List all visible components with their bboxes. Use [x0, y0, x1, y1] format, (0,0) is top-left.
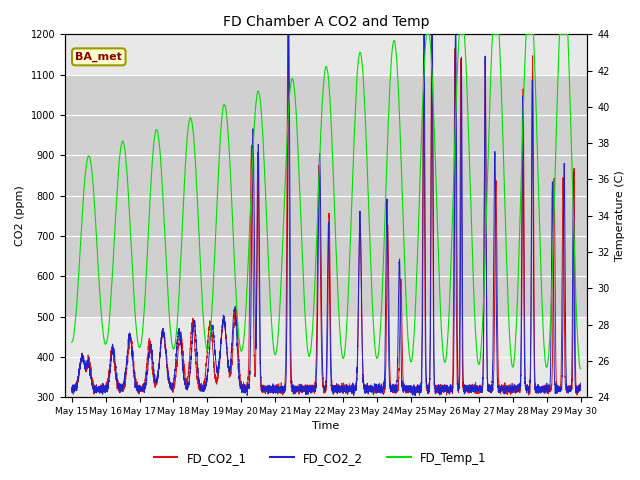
Y-axis label: Temperature (C): Temperature (C)	[615, 170, 625, 261]
Y-axis label: CO2 (ppm): CO2 (ppm)	[15, 185, 25, 246]
Text: BA_met: BA_met	[76, 52, 122, 62]
Legend: FD_CO2_1, FD_CO2_2, FD_Temp_1: FD_CO2_1, FD_CO2_2, FD_Temp_1	[149, 447, 491, 469]
Title: FD Chamber A CO2 and Temp: FD Chamber A CO2 and Temp	[223, 15, 429, 29]
X-axis label: Time: Time	[312, 421, 340, 432]
Bar	[65, 75, 588, 316]
